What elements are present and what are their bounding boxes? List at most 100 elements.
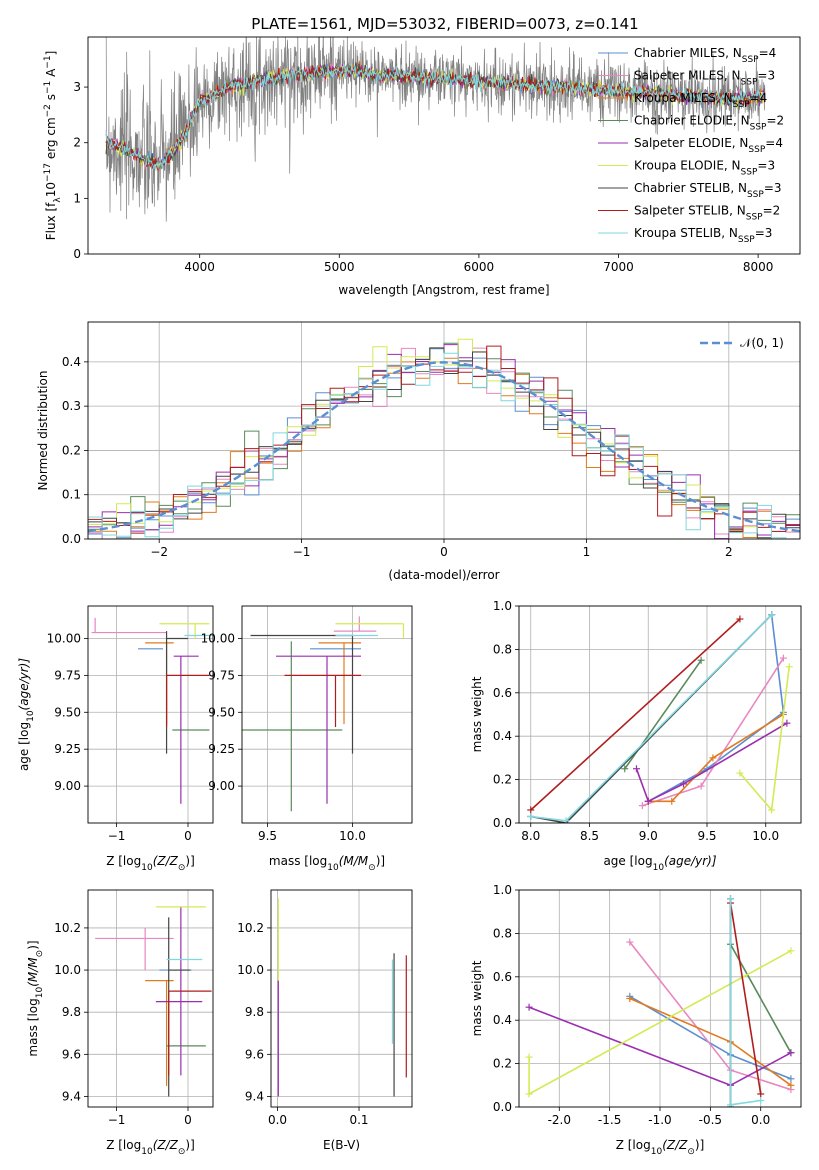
axes-frame bbox=[87, 605, 214, 824]
y-tick-label: 9.25 bbox=[54, 742, 81, 756]
mass-weight-vs-age-panel: 8.0 8.5 9.0 9.5 10.0 0.0 0.2 0.4 0.6 0.8 1.0 age [l… bbox=[470, 599, 802, 873]
axes-frame bbox=[87, 889, 214, 1108]
label-part: Chabrier MILES, N bbox=[634, 46, 742, 60]
x-tick-label: 6000 bbox=[464, 260, 495, 274]
x-tick-label: 4000 bbox=[184, 260, 215, 274]
plot-area bbox=[95, 906, 212, 1097]
y-tick-label: 0.0 bbox=[493, 1100, 512, 1114]
x-axis-label: Z [log10(Z/Z⊙)] bbox=[616, 1138, 705, 1157]
y-tick-label: 10.00 bbox=[201, 631, 235, 645]
label-part: Kroupa ELODIE, N bbox=[634, 159, 741, 173]
y-tick-label: 0.8 bbox=[493, 642, 512, 656]
y-tick-label: 9.00 bbox=[54, 779, 81, 793]
legend-label-chabrier_stelib: Chabrier STELIB, NSSP=3 bbox=[634, 181, 782, 200]
legend-label-salpeter_miles: Salpeter MILES, NSSP=3 bbox=[634, 69, 775, 88]
x-tick-label: 0.1 bbox=[349, 1113, 368, 1127]
legend-label-salpeter_elodie: Salpeter ELODIE, NSSP=4 bbox=[634, 136, 783, 155]
label-part: ] bbox=[44, 51, 58, 56]
label-part: age [log bbox=[17, 722, 31, 771]
y-tick-label: 0.6 bbox=[493, 970, 512, 984]
label-part: SSP bbox=[741, 168, 758, 178]
label-part: 10 bbox=[327, 863, 339, 873]
label-part: −1 bbox=[43, 81, 53, 94]
line-salpeter_miles bbox=[642, 657, 785, 807]
label-part: =4 bbox=[759, 46, 777, 60]
legend-label-chabrier_elodie: Chabrier ELODIE, NSSP=2 bbox=[634, 114, 784, 133]
y-tick-label: 10.0 bbox=[54, 963, 81, 977]
label-part: Kroupa MILES, N bbox=[634, 91, 733, 105]
label-part: )] bbox=[185, 854, 194, 868]
x-tick-label: 9.5 bbox=[697, 829, 716, 843]
y-tick-label: 9.8 bbox=[245, 1005, 264, 1019]
label-part: erg cm bbox=[44, 117, 58, 163]
plot-area bbox=[105, 37, 766, 222]
y-tick-label: 9.75 bbox=[208, 668, 235, 682]
legend-label-kroupa_elodie: Kroupa ELODIE, NSSP=3 bbox=[634, 159, 775, 178]
label-part: −2 bbox=[43, 104, 53, 117]
y-tick-label: 0.4 bbox=[62, 355, 81, 369]
label-part: SSP bbox=[742, 55, 759, 65]
x-axis-label: Z [log10(Z/Z⊙)] bbox=[106, 854, 195, 873]
y-axis-label: Flux [fλ10−17 erg cm−2 s−1 A−1] bbox=[43, 51, 63, 241]
legend-label-chabrier_miles: Chabrier MILES, NSSP=4 bbox=[634, 46, 776, 65]
x-tick-label: 10.0 bbox=[339, 829, 366, 843]
x-axis-label: Z [log10(Z/Z⊙)] bbox=[106, 1138, 195, 1157]
plot-area bbox=[91, 617, 213, 804]
y-tick-label: 9.8 bbox=[62, 1005, 81, 1019]
legend-label-salpeter_stelib: Salpeter STELIB, NSSP=2 bbox=[634, 204, 780, 223]
label-part: ⊙ bbox=[687, 1147, 695, 1157]
y-tick-label: 0.4 bbox=[493, 729, 512, 743]
x-tick-label: 1 bbox=[583, 545, 591, 559]
x-tick-label: 0 bbox=[184, 829, 192, 843]
axes-frame bbox=[270, 889, 413, 1108]
axes-frame bbox=[87, 36, 801, 255]
age-vs-mass-panel: 9.5 10.0 9.00 9.25 9.50 9.75 10.00 mass [log10(… bbox=[201, 605, 413, 873]
y-tick-label: 10.00 bbox=[47, 631, 81, 645]
plot-area bbox=[277, 898, 407, 1097]
label-part: )] bbox=[185, 1138, 194, 1152]
x-tick-label: −1 bbox=[293, 545, 311, 559]
y-tick-label: 9.4 bbox=[62, 1089, 81, 1103]
label-part: 10 bbox=[653, 863, 665, 873]
y-tick-label: 1 bbox=[73, 191, 81, 205]
line-chabrier_miles bbox=[647, 614, 785, 802]
label-part: =3 bbox=[757, 159, 775, 173]
figure-title: PLATE=1561, MJD=53032, FIBERID=0073, z=0… bbox=[251, 15, 638, 33]
label-part: SSP bbox=[741, 78, 758, 88]
legend-label-kroupa_stelib: Kroupa STELIB, NSSP=3 bbox=[634, 226, 772, 245]
label-part: 10 bbox=[26, 710, 36, 722]
x-tick-label: 9.5 bbox=[258, 829, 277, 843]
y-tick-label: 0.2 bbox=[493, 773, 512, 787]
x-axis-label: mass [log10(M/M⊙)] bbox=[269, 854, 385, 873]
label-part: Salpeter ELODIE, N bbox=[634, 136, 748, 150]
label-part: A bbox=[44, 68, 58, 81]
legend-label-kroupa_miles: Kroupa MILES, NSSP=4 bbox=[634, 91, 767, 110]
label-part: s bbox=[44, 94, 58, 104]
y-tick-label: 9.6 bbox=[245, 1047, 264, 1061]
label-part: =4 bbox=[765, 136, 783, 150]
y-axis-label: Normed distribution bbox=[36, 371, 50, 491]
y-tick-label: 9.50 bbox=[208, 705, 235, 719]
y-tick-label: 0.6 bbox=[493, 686, 512, 700]
y-tick-label: 9.50 bbox=[54, 705, 81, 719]
y-tick-label: 0.2 bbox=[493, 1057, 512, 1071]
x-tick-label: 0.0 bbox=[268, 1113, 287, 1127]
label-part: )] bbox=[26, 940, 40, 949]
label-part: Kroupa STELIB, N bbox=[634, 226, 738, 240]
label-part: (M/M bbox=[26, 957, 40, 987]
plot-area bbox=[527, 611, 793, 823]
y-tick-label: 0 bbox=[73, 247, 81, 261]
label-part: ⊙ bbox=[178, 863, 186, 873]
x-axis-label: (data-model)/error bbox=[388, 568, 499, 582]
axes-frame bbox=[518, 605, 802, 824]
x-tick-label: -2.0 bbox=[548, 1113, 571, 1127]
label-part: ⊙ bbox=[35, 950, 45, 958]
label-part: λ bbox=[53, 197, 63, 203]
label-part: SSP bbox=[738, 235, 755, 245]
plot-area bbox=[88, 338, 800, 539]
label-part: Salpeter STELIB, N bbox=[634, 204, 746, 218]
y-tick-label: 10.0 bbox=[237, 963, 264, 977]
x-tick-label: 0.0 bbox=[751, 1113, 770, 1127]
line-chabrier_stelib bbox=[530, 614, 773, 823]
